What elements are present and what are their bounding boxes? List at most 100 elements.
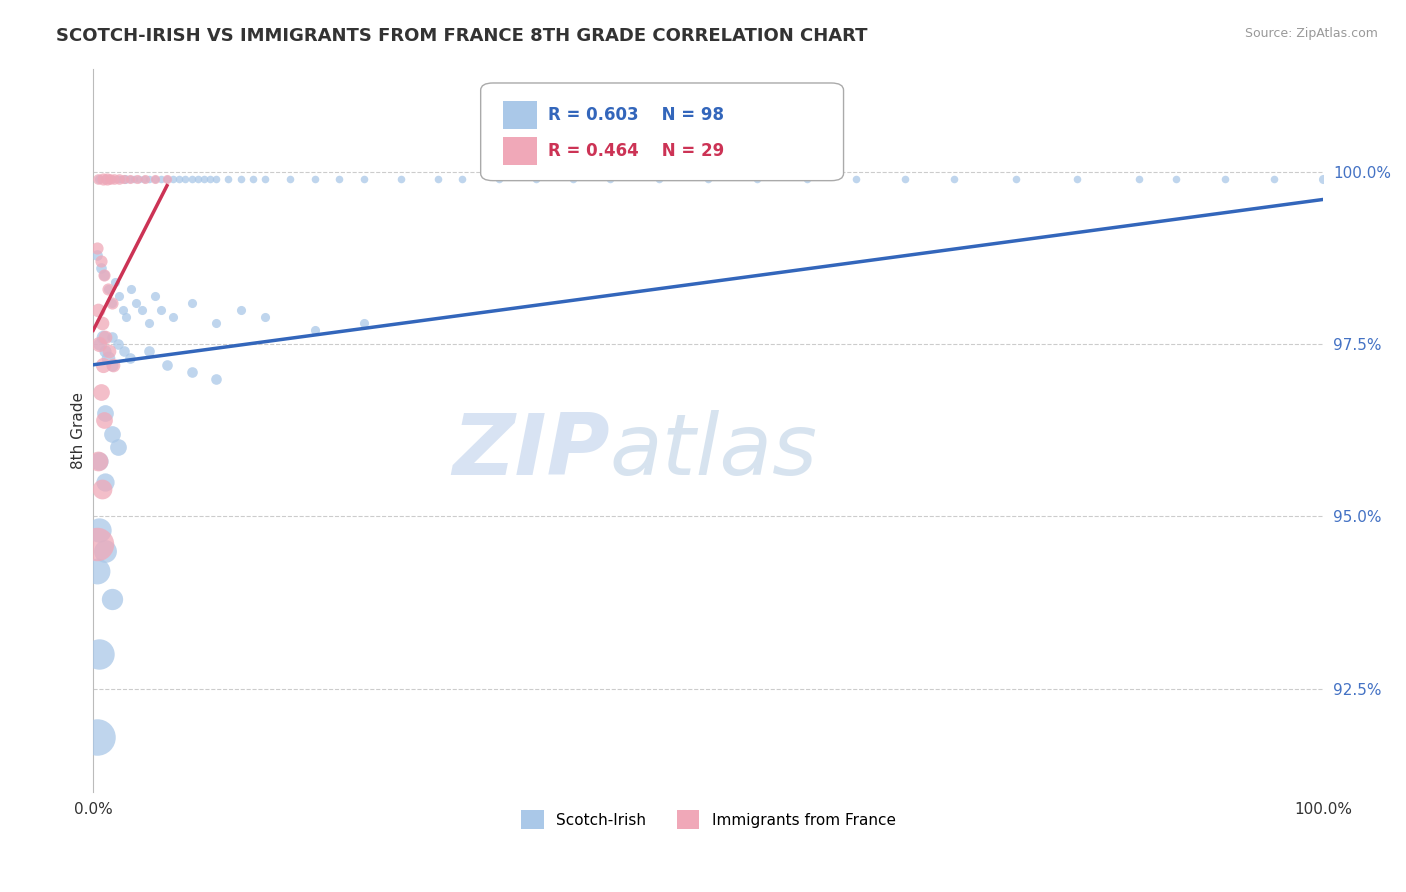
Point bbox=[107, 441, 129, 455]
Point bbox=[120, 171, 142, 186]
Point bbox=[86, 730, 108, 744]
Text: atlas: atlas bbox=[610, 410, 818, 493]
Point bbox=[242, 171, 264, 186]
Point bbox=[87, 302, 110, 317]
Legend: Scotch-Irish, Immigrants from France: Scotch-Irish, Immigrants from France bbox=[515, 804, 901, 835]
Point bbox=[103, 171, 125, 186]
Point bbox=[943, 171, 966, 186]
Point bbox=[138, 317, 160, 331]
Point bbox=[94, 475, 117, 489]
Point bbox=[1263, 171, 1285, 186]
Point bbox=[169, 171, 191, 186]
Point bbox=[107, 337, 129, 351]
Point bbox=[90, 261, 112, 276]
Point bbox=[89, 523, 111, 537]
Point bbox=[89, 454, 111, 468]
Point bbox=[94, 171, 117, 186]
Point bbox=[98, 171, 121, 186]
Point bbox=[100, 426, 122, 441]
Point bbox=[1164, 171, 1187, 186]
Point bbox=[1128, 171, 1150, 186]
Point bbox=[451, 171, 474, 186]
Point bbox=[100, 171, 122, 186]
Point bbox=[845, 171, 868, 186]
Point bbox=[561, 171, 583, 186]
Point bbox=[93, 268, 115, 283]
Point bbox=[114, 171, 136, 186]
Point bbox=[89, 171, 111, 186]
Point bbox=[100, 358, 122, 372]
Point bbox=[104, 275, 127, 289]
Point bbox=[112, 344, 135, 359]
Point bbox=[304, 171, 326, 186]
Point bbox=[94, 344, 117, 359]
Point bbox=[138, 171, 160, 186]
Point bbox=[87, 454, 110, 468]
Point bbox=[111, 302, 134, 317]
Point bbox=[180, 295, 202, 310]
Point bbox=[648, 171, 671, 186]
Point bbox=[156, 358, 179, 372]
Point bbox=[156, 171, 179, 186]
Point bbox=[180, 171, 202, 186]
Point bbox=[108, 289, 131, 303]
Point bbox=[353, 317, 375, 331]
Point bbox=[1004, 171, 1026, 186]
Point bbox=[97, 282, 120, 296]
Point bbox=[353, 171, 375, 186]
Point bbox=[1066, 171, 1088, 186]
Text: SCOTCH-IRISH VS IMMIGRANTS FROM FRANCE 8TH GRADE CORRELATION CHART: SCOTCH-IRISH VS IMMIGRANTS FROM FRANCE 8… bbox=[56, 27, 868, 45]
Text: R = 0.464    N = 29: R = 0.464 N = 29 bbox=[548, 142, 724, 160]
Point bbox=[278, 171, 301, 186]
Point bbox=[524, 171, 547, 186]
Point bbox=[894, 171, 917, 186]
Point bbox=[205, 317, 228, 331]
Point bbox=[426, 171, 449, 186]
Point bbox=[205, 371, 228, 385]
Point bbox=[180, 365, 202, 379]
Point bbox=[149, 171, 172, 186]
Point bbox=[254, 171, 277, 186]
Point bbox=[93, 413, 115, 427]
Point bbox=[101, 358, 124, 372]
Point bbox=[86, 241, 108, 255]
Point bbox=[112, 171, 135, 186]
Point bbox=[90, 254, 112, 268]
Bar bbox=[503, 137, 537, 165]
Point bbox=[98, 344, 121, 359]
Point bbox=[143, 289, 166, 303]
Point bbox=[90, 317, 112, 331]
Point bbox=[94, 330, 117, 344]
Point bbox=[86, 247, 108, 261]
Point bbox=[254, 310, 277, 324]
Point bbox=[100, 592, 122, 607]
Point bbox=[1312, 171, 1334, 186]
Point bbox=[94, 544, 117, 558]
Point bbox=[122, 171, 145, 186]
Point bbox=[87, 171, 110, 186]
Point bbox=[328, 171, 350, 186]
Point bbox=[143, 171, 166, 186]
Point bbox=[120, 282, 142, 296]
Point bbox=[747, 171, 769, 186]
Point bbox=[86, 537, 108, 551]
Point bbox=[90, 385, 112, 400]
Point bbox=[149, 302, 172, 317]
Point bbox=[796, 171, 818, 186]
Text: ZIP: ZIP bbox=[453, 410, 610, 493]
Point bbox=[193, 171, 215, 186]
Point bbox=[162, 171, 184, 186]
FancyBboxPatch shape bbox=[481, 83, 844, 181]
Point bbox=[143, 171, 166, 186]
Point bbox=[174, 171, 197, 186]
Point bbox=[100, 295, 122, 310]
Point bbox=[97, 282, 120, 296]
Point bbox=[138, 344, 160, 359]
Point bbox=[488, 171, 510, 186]
Point bbox=[162, 310, 184, 324]
Point bbox=[94, 406, 117, 420]
Point bbox=[115, 310, 138, 324]
Point bbox=[187, 171, 209, 186]
Point bbox=[89, 647, 111, 661]
Point bbox=[1213, 171, 1236, 186]
